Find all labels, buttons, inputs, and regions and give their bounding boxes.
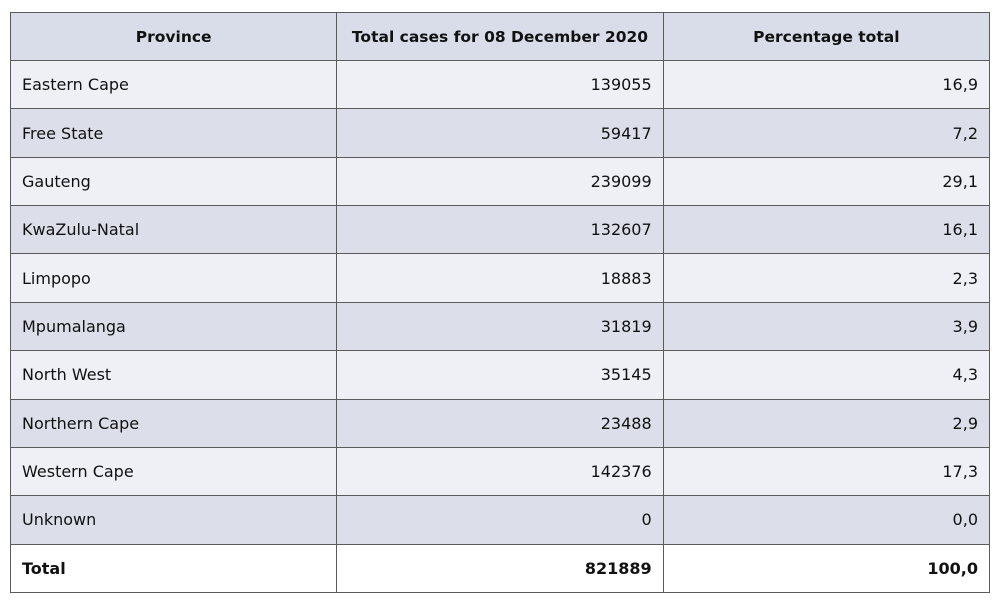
table-row: Eastern Cape 139055 16,9 bbox=[9, 59, 991, 110]
header-cell: Percentage total bbox=[662, 12, 991, 61]
value-cell: 59417 bbox=[336, 108, 664, 158]
province-cell: KwaZulu-Natal bbox=[9, 205, 338, 255]
header-row: Province Total cases for 08 December 2020… bbox=[9, 12, 991, 61]
value-cell: 139055 bbox=[336, 59, 664, 110]
table-row: KwaZulu-Natal 132607 16,1 bbox=[9, 205, 991, 255]
table-row: Limpopo 18883 2,3 bbox=[9, 253, 991, 303]
table-row: Mpumalanga 31819 3,9 bbox=[9, 301, 991, 352]
total-label: Total bbox=[9, 543, 338, 594]
value-cell: 17,3 bbox=[662, 446, 991, 497]
province-cell: Eastern Cape bbox=[9, 59, 338, 110]
value-cell: 16,1 bbox=[662, 205, 991, 255]
total-value: 100,0 bbox=[662, 543, 991, 594]
value-cell: 7,2 bbox=[662, 108, 991, 158]
value-cell: 31819 bbox=[336, 301, 664, 352]
province-cell: Gauteng bbox=[9, 156, 338, 207]
value-cell: 0 bbox=[336, 495, 664, 545]
header-cell: Total cases for 08 December 2020 bbox=[336, 12, 664, 61]
table-body: Eastern Cape 139055 16,9 Free State 59417 7,2… bbox=[9, 59, 991, 594]
table-row: Gauteng 239099 29,1 bbox=[9, 156, 991, 207]
total-row: Total 821889 100,0 bbox=[9, 543, 991, 594]
value-cell: 4,3 bbox=[662, 350, 991, 400]
table-row: North West 35145 4,3 bbox=[9, 350, 991, 400]
province-cell: Limpopo bbox=[9, 253, 338, 303]
value-cell: 142376 bbox=[336, 446, 664, 497]
province-cell: Free State bbox=[9, 108, 338, 158]
value-cell: 23488 bbox=[336, 398, 664, 448]
value-cell: 239099 bbox=[336, 156, 664, 207]
value-cell: 2,3 bbox=[662, 253, 991, 303]
table-row: Unknown 0 0,0 bbox=[9, 495, 991, 545]
value-cell: 0,0 bbox=[662, 495, 991, 545]
table-row: Northern Cape 23488 2,9 bbox=[9, 398, 991, 448]
value-cell: 35145 bbox=[336, 350, 664, 400]
cases-table: Province Total cases for 08 December 2020… bbox=[9, 12, 991, 594]
value-cell: 2,9 bbox=[662, 398, 991, 448]
header-cell: Province bbox=[9, 12, 338, 61]
value-cell: 3,9 bbox=[662, 301, 991, 352]
value-cell: 132607 bbox=[336, 205, 664, 255]
province-cell: Northern Cape bbox=[9, 398, 338, 448]
province-cell: North West bbox=[9, 350, 338, 400]
value-cell: 16,9 bbox=[662, 59, 991, 110]
province-cell: Mpumalanga bbox=[9, 301, 338, 352]
province-cell: Western Cape bbox=[9, 446, 338, 497]
table-row: Western Cape 142376 17,3 bbox=[9, 446, 991, 497]
table-row: Free State 59417 7,2 bbox=[9, 108, 991, 158]
table-header: Province Total cases for 08 December 2020… bbox=[9, 12, 991, 61]
province-cell: Unknown bbox=[9, 495, 338, 545]
total-value: 821889 bbox=[336, 543, 664, 594]
value-cell: 29,1 bbox=[662, 156, 991, 207]
value-cell: 18883 bbox=[336, 253, 664, 303]
